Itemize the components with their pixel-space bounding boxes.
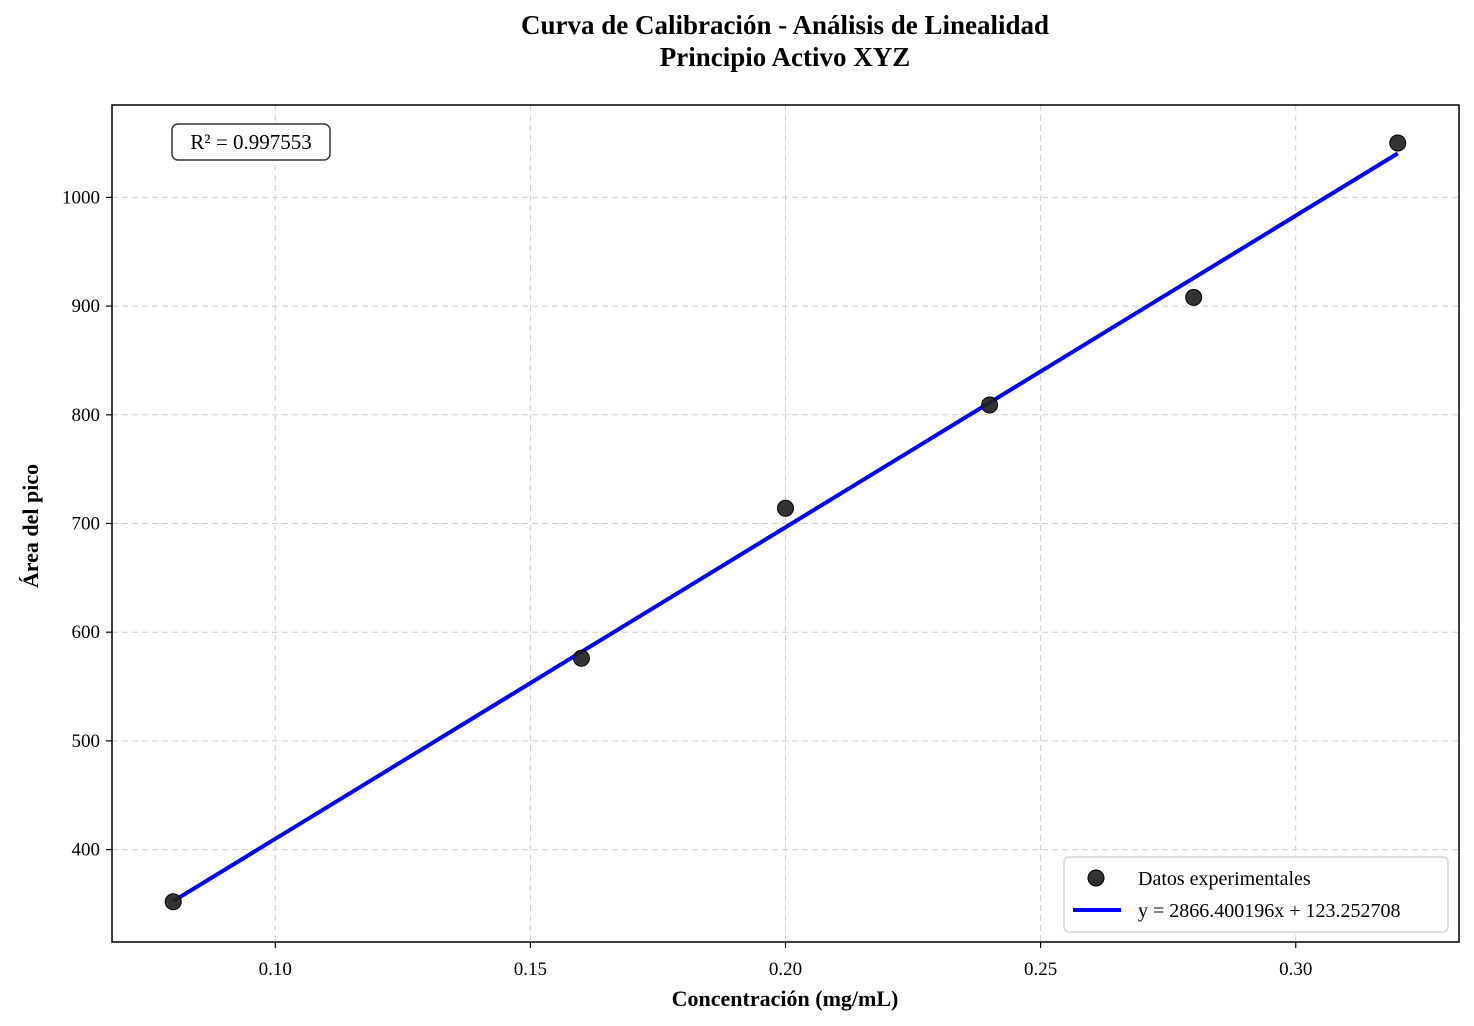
y-tick-label: 400 xyxy=(72,840,101,861)
data-point xyxy=(1185,288,1203,306)
data-point xyxy=(777,499,794,517)
data-point xyxy=(164,893,182,911)
y-tick-label: 500 xyxy=(72,731,101,752)
ticks-layer: 0.10 0.15 0.20 0.25 0.30 400 500 600 700 800 900 10… xyxy=(62,187,1312,980)
x-axis-label: Concentración (mg/mL) xyxy=(672,986,899,1011)
legend: Datos experimentales y = 2866.400196x + … xyxy=(1063,856,1449,933)
chart-subtitle: Principio Activo XYZ xyxy=(660,42,911,72)
plot-frame xyxy=(111,104,1460,943)
x-tick-label: 0.30 xyxy=(1279,959,1312,980)
data-point xyxy=(572,649,590,667)
y-tick-label: 600 xyxy=(72,622,101,643)
r2-annotation: R² = 0.997553 xyxy=(171,123,331,161)
legend-box xyxy=(1063,856,1449,933)
x-tick-label: 0.10 xyxy=(259,959,292,980)
chart-title: Curva de Calibración - Análisis de Linea… xyxy=(521,10,1049,40)
y-tick-label: 900 xyxy=(72,296,101,317)
regression-line xyxy=(172,151,1399,903)
x-tick-label: 0.15 xyxy=(514,959,547,980)
grid xyxy=(112,105,1459,942)
fit-line-layer xyxy=(172,151,1399,903)
y-tick-label: 800 xyxy=(72,405,101,426)
data-point xyxy=(981,396,999,414)
y-tick-label: 1000 xyxy=(62,187,100,208)
y-tick-label: 700 xyxy=(72,514,101,535)
x-tick-label: 0.20 xyxy=(769,959,802,980)
data-points-layer xyxy=(164,134,1407,911)
data-point xyxy=(1389,134,1407,152)
legend-label-scatter: Datos experimentales xyxy=(1138,868,1311,890)
r2-box xyxy=(171,123,331,161)
legend-marker-scatter xyxy=(1087,869,1105,887)
r2-text: R² = 0.997553 xyxy=(190,130,311,154)
y-axis-label: Área del pico xyxy=(18,464,43,588)
legend-label-line: y = 2866.400196x + 123.252708 xyxy=(1138,900,1401,922)
x-tick-label: 0.25 xyxy=(1024,959,1057,980)
